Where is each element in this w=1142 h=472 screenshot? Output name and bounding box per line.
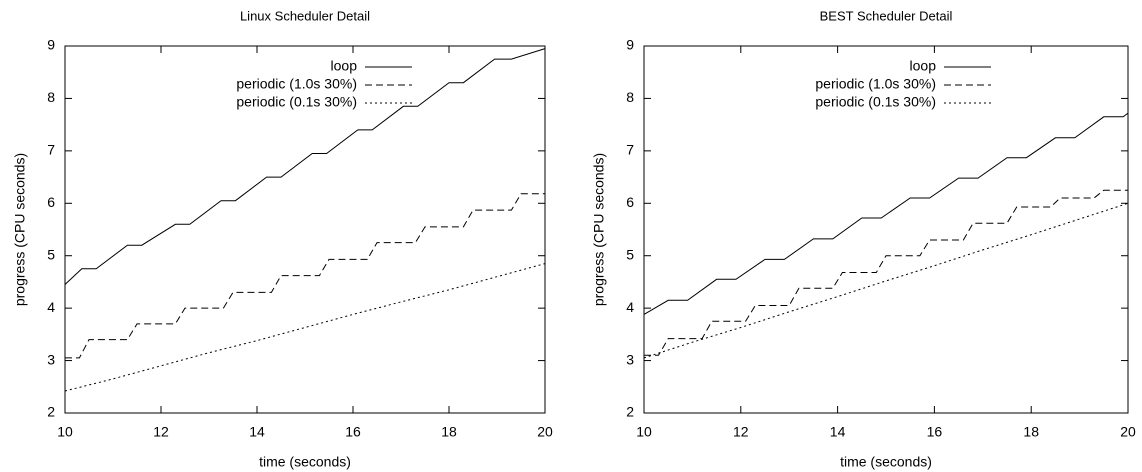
y-tick-label: 8 <box>47 89 55 105</box>
x-tick-label: 12 <box>733 424 749 440</box>
chart-title: BEST Scheduler Detail <box>820 8 953 23</box>
y-tick-label: 8 <box>626 89 634 105</box>
y-tick-label: 5 <box>47 246 55 262</box>
x-tick-label: 12 <box>153 424 169 440</box>
y-tick-label: 2 <box>626 404 634 420</box>
x-tick-label: 20 <box>1120 424 1136 440</box>
y-tick-label: 5 <box>626 246 634 262</box>
y-axis-label: progress (CPU seconds) <box>591 153 607 306</box>
y-tick-label: 9 <box>47 37 55 53</box>
y-tick-label: 4 <box>47 299 55 315</box>
y-tick-label: 2 <box>47 404 55 420</box>
chart-title: Linux Scheduler Detail <box>240 8 370 23</box>
x-tick-label: 16 <box>345 424 361 440</box>
series-line <box>643 202 1129 359</box>
x-tick-label: 20 <box>537 424 553 440</box>
y-tick-label: 6 <box>47 194 55 210</box>
legend-label: periodic (1.0s 30%) <box>815 76 936 92</box>
x-tick-label: 14 <box>830 424 846 440</box>
y-tick-label: 7 <box>626 142 634 158</box>
plot-frame <box>64 45 546 414</box>
x-tick-label: 18 <box>1023 424 1039 440</box>
y-tick-label: 3 <box>47 351 55 367</box>
plot-frame <box>643 45 1129 414</box>
y-tick-label: 9 <box>626 37 634 53</box>
x-axis-label: time (seconds) <box>259 454 351 470</box>
x-tick-label: 16 <box>927 424 943 440</box>
y-tick-label: 4 <box>626 299 634 315</box>
x-axis-label: time (seconds) <box>840 454 932 470</box>
legend-label: loop <box>910 58 937 74</box>
x-tick-label: 10 <box>57 424 73 440</box>
y-axis-label: progress (CPU seconds) <box>12 153 28 306</box>
x-tick-label: 10 <box>636 424 652 440</box>
x-tick-label: 18 <box>441 424 457 440</box>
y-tick-label: 7 <box>47 142 55 158</box>
legend-label: periodic (0.1s 30%) <box>815 94 936 110</box>
series-line <box>65 193 545 359</box>
series-line <box>64 48 546 285</box>
y-tick-label: 6 <box>626 194 634 210</box>
series-line <box>643 112 1129 315</box>
legend-label: periodic (1.0s 30%) <box>236 76 357 92</box>
legend-label: loop <box>331 58 358 74</box>
x-tick-label: 14 <box>249 424 265 440</box>
legend-label: periodic (0.1s 30%) <box>236 94 357 110</box>
series-line <box>64 263 546 392</box>
series-line <box>644 189 1128 356</box>
y-tick-label: 3 <box>626 351 634 367</box>
